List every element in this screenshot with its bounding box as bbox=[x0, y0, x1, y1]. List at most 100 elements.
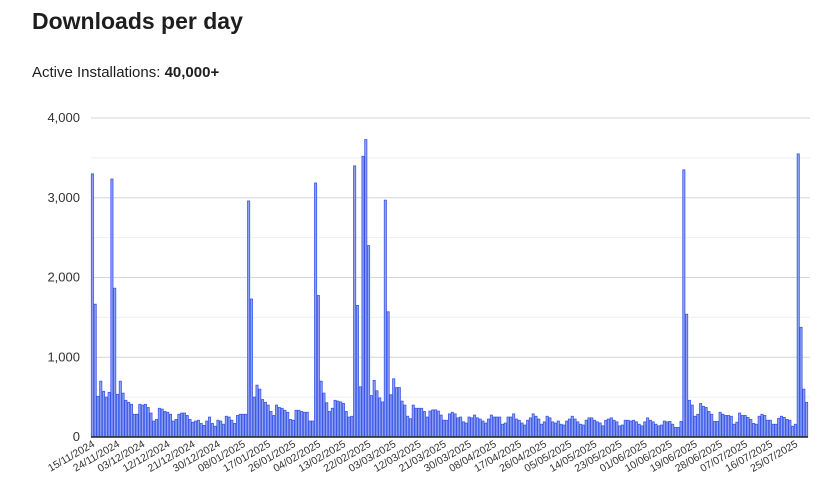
bar bbox=[788, 419, 792, 438]
bar bbox=[104, 396, 108, 438]
bar bbox=[325, 402, 329, 438]
bar bbox=[286, 411, 290, 438]
bar bbox=[196, 419, 200, 438]
bar bbox=[607, 418, 611, 438]
bar bbox=[330, 407, 334, 438]
bar bbox=[632, 419, 636, 438]
bar bbox=[456, 417, 460, 438]
bar bbox=[316, 295, 320, 438]
bar bbox=[495, 416, 499, 438]
bar bbox=[219, 420, 223, 438]
chart-title: Downloads per day bbox=[32, 8, 243, 34]
bar bbox=[194, 420, 198, 438]
bar bbox=[266, 404, 270, 438]
bar bbox=[210, 423, 214, 438]
bar bbox=[442, 419, 446, 438]
bar bbox=[777, 417, 781, 438]
bar bbox=[249, 298, 253, 438]
bar bbox=[428, 410, 432, 438]
bar bbox=[364, 139, 368, 438]
bar bbox=[113, 287, 117, 438]
bar bbox=[169, 413, 173, 438]
bar bbox=[484, 422, 488, 438]
bar bbox=[763, 415, 767, 438]
bar bbox=[149, 412, 153, 438]
x-axis-labels: 15/11/202424/11/202403/12/202412/12/2024… bbox=[46, 438, 800, 475]
bar bbox=[802, 388, 806, 438]
bar bbox=[294, 409, 298, 438]
bar bbox=[740, 415, 744, 438]
active-installations-value: 40,000+ bbox=[164, 64, 220, 81]
bar bbox=[478, 418, 482, 438]
bar bbox=[272, 415, 276, 438]
bar bbox=[609, 417, 613, 438]
bar bbox=[263, 401, 267, 438]
bar bbox=[785, 419, 789, 438]
bar bbox=[489, 414, 493, 438]
bar bbox=[369, 395, 373, 438]
bar bbox=[707, 411, 711, 438]
bar bbox=[394, 387, 398, 438]
bar bbox=[177, 413, 181, 438]
bar bbox=[732, 423, 736, 438]
bar bbox=[548, 417, 552, 438]
bar bbox=[679, 421, 683, 438]
bar bbox=[403, 404, 407, 438]
bar bbox=[799, 326, 803, 438]
bar bbox=[174, 419, 178, 438]
bar bbox=[255, 384, 259, 438]
bar bbox=[275, 404, 279, 438]
bar bbox=[498, 416, 502, 438]
active-installations: Active Installations: 40,000+ bbox=[32, 64, 219, 81]
bar bbox=[328, 411, 332, 438]
bar bbox=[235, 415, 239, 438]
bar bbox=[768, 419, 772, 438]
bar bbox=[721, 413, 725, 438]
bar bbox=[774, 423, 778, 438]
bar bbox=[629, 420, 633, 438]
bar bbox=[434, 409, 438, 438]
bar bbox=[796, 153, 800, 438]
bar bbox=[782, 417, 786, 438]
bar bbox=[347, 416, 351, 438]
bar bbox=[171, 420, 175, 438]
bar bbox=[654, 423, 658, 438]
bar bbox=[227, 416, 231, 438]
bar bbox=[760, 413, 764, 438]
bar bbox=[224, 415, 228, 438]
bar bbox=[551, 421, 555, 438]
bar bbox=[595, 421, 599, 438]
bar bbox=[283, 409, 287, 438]
bar bbox=[308, 420, 312, 438]
bar bbox=[704, 407, 708, 438]
bar bbox=[397, 387, 401, 438]
bar bbox=[355, 305, 359, 438]
bar bbox=[690, 404, 694, 438]
bar bbox=[411, 404, 415, 438]
bar bbox=[713, 421, 717, 438]
bar bbox=[718, 411, 722, 438]
bar bbox=[230, 419, 234, 438]
bar bbox=[138, 403, 142, 438]
bar bbox=[620, 424, 624, 438]
bar bbox=[701, 405, 705, 438]
bar bbox=[570, 415, 574, 438]
bar bbox=[640, 425, 644, 438]
bar bbox=[353, 165, 357, 438]
bar bbox=[135, 413, 139, 438]
bar bbox=[542, 421, 546, 438]
bar bbox=[361, 155, 365, 438]
bar bbox=[118, 380, 122, 438]
bar bbox=[107, 391, 111, 438]
bar bbox=[501, 423, 505, 438]
bar bbox=[208, 416, 212, 438]
y-tick-label: 4,000 bbox=[47, 110, 80, 125]
bar bbox=[556, 420, 560, 438]
bar bbox=[643, 421, 647, 438]
bar bbox=[392, 378, 396, 438]
bar bbox=[381, 401, 385, 438]
bar bbox=[291, 419, 295, 438]
bar bbox=[182, 412, 186, 438]
bar bbox=[258, 388, 262, 438]
